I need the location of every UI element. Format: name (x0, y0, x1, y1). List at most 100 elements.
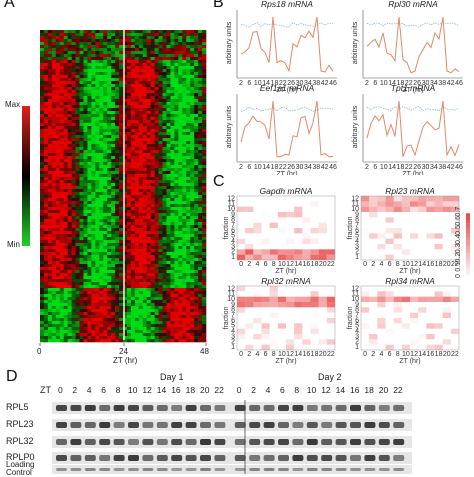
blot-zt-value: 16 (350, 385, 360, 395)
line-plot-xtick: 26 (413, 164, 421, 171)
fraction-map-xtick: 16 (303, 351, 311, 358)
fraction-map-xtick: 8 (272, 261, 276, 268)
blot-zt-value: 8 (115, 385, 121, 395)
fraction-map-ytick: 2 (355, 249, 359, 256)
fraction-map-xtick: 0 (239, 261, 243, 268)
blot-zt-value: 10 (306, 385, 317, 395)
fraction-map-ytick: 3 (355, 333, 359, 340)
measured-series (240, 16, 334, 73)
fraction-map-ytick: 1 (231, 254, 235, 261)
fraction-map-xtick: 12 (410, 261, 418, 268)
fraction-map-ytick: 7 (231, 222, 235, 229)
blot-zt-value: 2 (251, 385, 256, 395)
fraction-map-ytick: 4 (355, 328, 359, 335)
fraction-map-xtick: 2 (247, 351, 251, 358)
fraction-map-xtick: 8 (396, 261, 400, 268)
line-plot-xtick: 18 (397, 164, 405, 171)
fraction-map-ytick: 2 (231, 339, 235, 346)
blot-zt-value: 4 (86, 385, 92, 395)
blot-zt-value: 14 (156, 385, 167, 395)
fraction-map-title: Rpl32 mRNA (261, 276, 311, 286)
fraction-map-ytick: 9 (231, 211, 235, 218)
fraction-map-xlabel: ZT (hr) (275, 268, 296, 275)
fraction-map-ytick: 10 (351, 296, 359, 303)
line-plot-xlabel: ZT (hr) (402, 171, 423, 175)
blot-zt-value: 16 (171, 385, 181, 395)
line-plot-xtick: 6 (247, 80, 251, 87)
line-plot-xtick: 18 (271, 80, 279, 87)
fraction-map-ytick: 11 (352, 291, 359, 298)
fraction-map-xtick: 16 (427, 351, 435, 358)
fraction-map-xtick: 8 (272, 351, 276, 358)
colorbar-tick: 0.1 (455, 262, 462, 272)
fraction-map-xlabel: ZT (hr) (399, 358, 420, 365)
fraction-map-title: Gapdh mRNA (260, 186, 313, 196)
blot-zt-value: 4 (265, 385, 271, 395)
line-plot-xtick: 22 (279, 80, 287, 87)
fraction-map-ytick: 12 (351, 195, 359, 202)
fraction-map-ytick: 3 (231, 243, 235, 250)
line-plot-xtick: 22 (405, 80, 413, 87)
fraction-map-xlabel: ZT (hr) (399, 268, 420, 275)
heatmap-x-tick-0: 0 (37, 347, 42, 356)
line-plot-xtick: 2 (365, 164, 369, 171)
colorbar-tick: 0.3 (455, 243, 462, 253)
blot-zt-value: 22 (214, 385, 224, 395)
fraction-map-ytick: 2 (355, 339, 359, 346)
fraction-map-xtick: 18 (311, 351, 319, 358)
line-plot-xtick: 34 (430, 80, 438, 87)
line-plot-xtick: 30 (422, 164, 430, 171)
blot-row-rplp0: RPLP0 (6, 452, 35, 462)
fraction-map-ytick: 12 (227, 195, 235, 202)
fraction-map-ytick: 6 (355, 227, 359, 234)
fraction-map-xtick: 16 (303, 261, 311, 268)
blot-zt-value: 20 (378, 385, 389, 395)
fraction-map-ytick: 6 (231, 317, 235, 324)
blot-zt-label: ZT (40, 385, 51, 395)
blot-strip (52, 402, 412, 414)
line-plot-xtick: 46 (455, 80, 463, 87)
fraction-map-xtick: 10 (278, 261, 286, 268)
fraction-map-xtick: 16 (427, 261, 435, 268)
fraction-map-ytick: 1 (355, 254, 359, 261)
blot-strip (52, 465, 412, 474)
blot-zt-value: 0 (58, 385, 63, 395)
fraction-map-ytick: 8 (355, 307, 359, 314)
line-plot-xtick: 14 (262, 80, 270, 87)
fraction-map-ytick: 1 (355, 344, 359, 351)
fraction-map-ytick: 7 (355, 312, 359, 319)
fraction-map-xtick: 2 (247, 261, 251, 268)
fraction-colorbar: 0 0.10.20.30.40.50.60.7 (455, 207, 470, 278)
fraction-map-ylabel: fraction (347, 216, 354, 239)
legend-max-label: Max (5, 100, 21, 109)
fraction-map-ytick: 9 (355, 301, 359, 308)
line-plot-xtick: 22 (405, 164, 413, 171)
heatmap-grid (40, 30, 207, 343)
line-plot-xlabel: ZT (hr) (276, 171, 297, 175)
blot-row-rpl23: RPL23 (6, 419, 34, 429)
colorbar-tick: 0 (455, 274, 462, 278)
fraction-map-xtick: 22 (327, 351, 335, 358)
fraction-map-xtick: 12 (286, 261, 294, 268)
heatmap-x-tick-2: 48 (200, 347, 209, 356)
colorbar-tick: 0.6 (455, 216, 462, 226)
blot-zt-value: 6 (101, 385, 106, 395)
reference-series (366, 105, 460, 112)
line-plot-xtick: 18 (397, 80, 405, 87)
line-plot-xtick: 30 (296, 164, 304, 171)
blot-zt-value: 12 (321, 385, 331, 395)
colorbar-tick: 0.5 (455, 225, 462, 235)
line-plot-xtick: 2 (365, 80, 369, 87)
blot-zt-value: 12 (142, 385, 152, 395)
fraction-map-ytick: 11 (352, 201, 359, 208)
panel-label-c: C (213, 173, 225, 190)
fraction-map-ytick: 11 (228, 201, 235, 208)
fraction-map-ytick: 5 (231, 233, 235, 240)
